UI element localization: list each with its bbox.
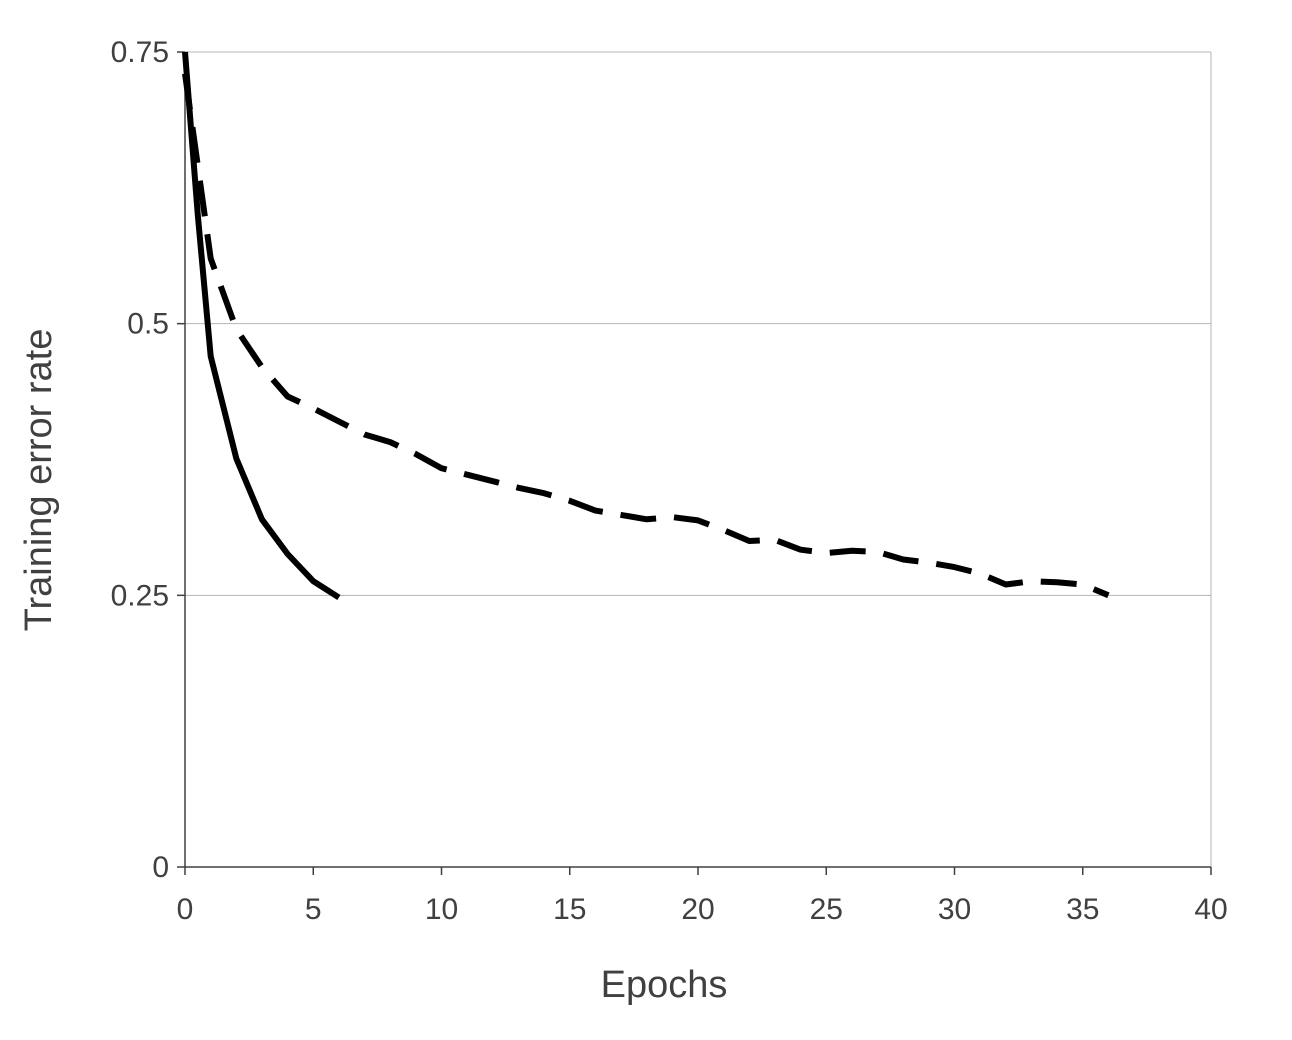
x-tick-label-2: 10 [425,893,458,926]
x-tick-label-7: 35 [1066,893,1099,926]
x-tick-label-4: 20 [681,893,714,926]
gridlines [185,51,1212,867]
x-tick-label-3: 15 [553,893,586,926]
x-tick-label-8: 40 [1194,893,1227,926]
axis-ticks: 0 0.25 0.5 0.75 0 5 10 15 20 25 30 35 40 [111,36,1228,926]
y-tick-label-1: 0.25 [111,579,169,612]
y-tick-label-0: 0 [152,851,169,884]
series-line-solid [182,51,341,601]
series-line-dashed [182,73,1110,599]
data-series [182,51,1110,601]
x-tick-label-5: 25 [810,893,843,926]
x-axis-title: Epochs [601,964,728,1006]
y-tick-label-3: 0.75 [111,36,169,69]
y-tick-label-2: 0.5 [127,308,169,341]
x-tick-label-0: 0 [177,893,194,926]
x-tick-label-1: 5 [305,893,322,926]
y-axis-title: Training error rate [18,329,60,632]
axes [184,52,1211,868]
x-tick-label-6: 30 [938,893,971,926]
